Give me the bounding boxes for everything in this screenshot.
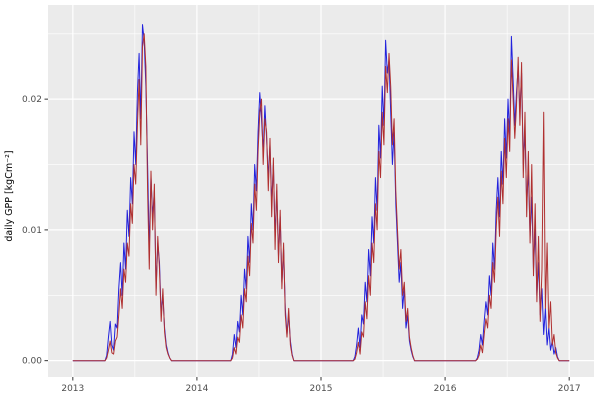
axes: 2013 2014 2015 2016 2017 0.00 0.01 0.02: [22, 95, 581, 394]
y-axis-title: daily GPP [kgCm⁻²]: [4, 150, 15, 241]
x-tick-label: 2014: [185, 384, 208, 394]
y-tick-label: 0.00: [22, 357, 42, 367]
y-tick-label: 0.01: [22, 226, 42, 236]
x-tick-label: 2017: [558, 384, 581, 394]
series-lines: [72, 24, 570, 362]
x-tick-label: 2015: [310, 384, 333, 394]
y-tick-label: 0.02: [22, 95, 42, 105]
x-tick-label: 2016: [434, 384, 457, 394]
gridlines: [48, 5, 594, 377]
x-tick-label: 2013: [61, 384, 84, 394]
line-series-red: [72, 33, 570, 362]
